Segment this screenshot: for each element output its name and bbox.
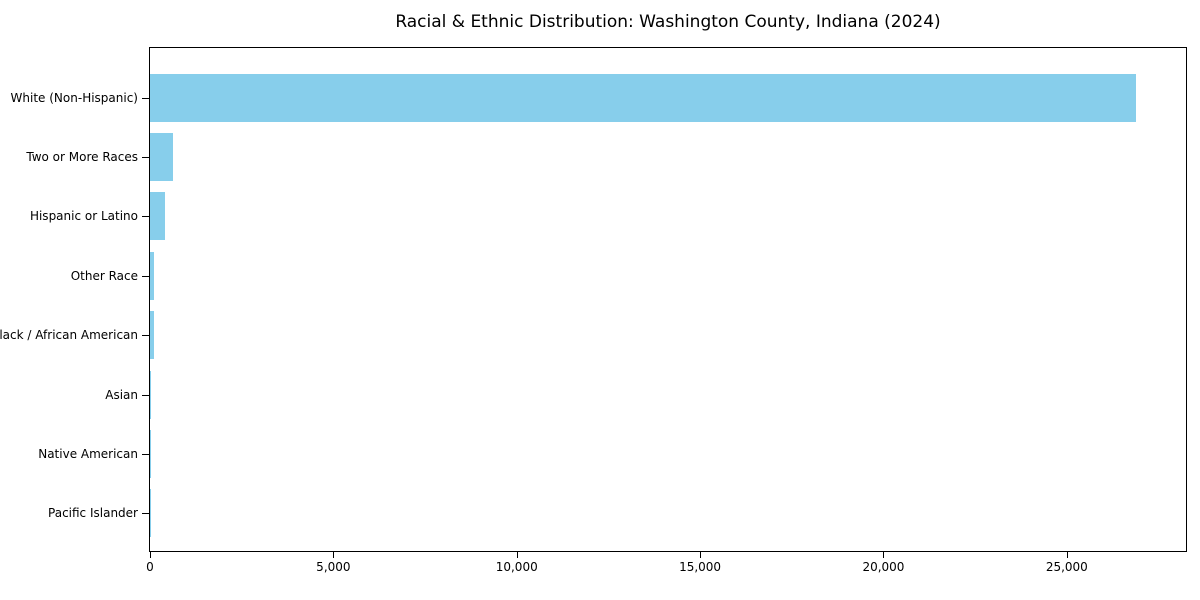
bar <box>150 192 166 241</box>
x-axis-tick <box>516 551 518 558</box>
bar <box>150 133 174 182</box>
x-tick-label: 15,000 <box>679 560 722 574</box>
x-tick-label: 20,000 <box>862 560 905 574</box>
y-axis-tick <box>142 216 150 218</box>
x-axis-tick <box>700 551 702 558</box>
bar <box>150 73 1136 122</box>
x-axis-tick <box>333 551 335 558</box>
bar <box>150 370 152 419</box>
bar <box>150 429 151 478</box>
x-axis-tick <box>1066 551 1068 558</box>
y-tick-label: Asian <box>105 387 138 402</box>
y-tick-label: Two or More Races <box>26 150 138 165</box>
x-axis-tick <box>883 551 885 558</box>
y-tick-label: Hispanic or Latino <box>29 209 138 224</box>
y-tick-label: Other Race <box>70 268 138 283</box>
x-tick-label: 25,000 <box>1045 560 1088 574</box>
y-axis-tick <box>142 513 150 515</box>
chart-title: Racial & Ethnic Distribution: Washington… <box>395 12 941 32</box>
x-tick-label: 10,000 <box>495 560 538 574</box>
y-axis-tick <box>142 275 150 277</box>
y-tick-label: White (Non-Hispanic) <box>10 90 138 105</box>
y-axis-tick <box>142 453 150 455</box>
y-tick-label: Pacific Islander <box>48 506 138 521</box>
y-axis-tick <box>142 394 150 396</box>
y-axis-tick <box>142 335 150 337</box>
x-tick-label: 0 <box>146 560 154 574</box>
x-tick-label: 5,000 <box>316 560 351 574</box>
y-axis-tick <box>142 157 150 159</box>
bar <box>150 251 155 300</box>
x-axis-tick <box>150 551 151 558</box>
bar <box>150 311 154 360</box>
y-tick-label: Native American <box>38 446 138 461</box>
plot-area: White (Non-Hispanic) Two or More Races His… <box>0 47 1187 574</box>
y-tick-label: Black / African American <box>0 328 138 343</box>
y-axis-tick <box>142 97 150 99</box>
